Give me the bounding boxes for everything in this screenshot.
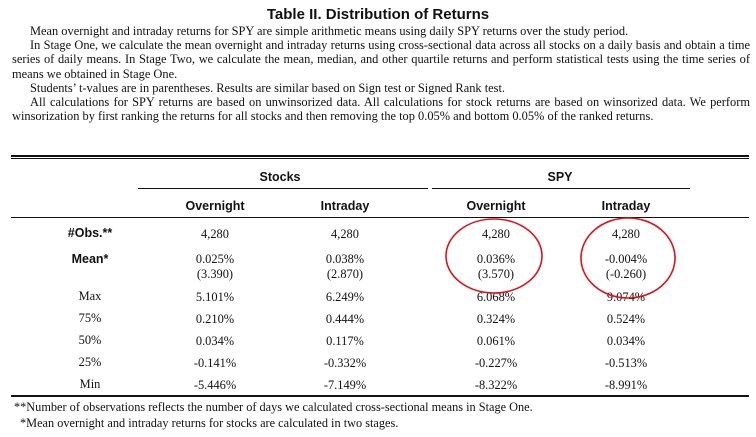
table-cell: 0.038% <box>325 252 365 266</box>
bottom-rule <box>11 395 749 397</box>
row-label: #Obs.** <box>67 226 113 240</box>
table-cell: 9.074% <box>606 290 646 304</box>
table-cell: -0.513% <box>604 356 648 370</box>
table-cell: 0.210% <box>195 312 235 326</box>
group-header-stocks: Stocks <box>259 170 301 184</box>
row-label: Max <box>78 289 102 303</box>
t-value-cell: (3.570) <box>477 267 515 281</box>
table-cell: 0.444% <box>325 312 365 326</box>
description-paragraph: Mean overnight and intraday returns for … <box>30 24 629 38</box>
table-cell: 0.324% <box>476 312 516 326</box>
table-cell: 4,280 <box>331 227 359 241</box>
table-title: Table II. Distribution of Returns <box>266 6 490 23</box>
t-value-cell: (2.870) <box>326 267 364 281</box>
group-header-spy: SPY <box>547 170 573 184</box>
table-cell: -0.141% <box>193 356 237 370</box>
table-cell: 5.101% <box>195 290 235 304</box>
t-value-cell: (-0.260) <box>605 267 647 281</box>
table-cell: -0.004% <box>604 252 648 266</box>
table-cell: 0.117% <box>326 334 364 348</box>
description-paragraph: All calculations for SPY returns are bas… <box>12 95 750 124</box>
table-cell: 4,280 <box>612 227 640 241</box>
table-cell: 4,280 <box>482 227 510 241</box>
header-rule <box>11 217 749 218</box>
column-header: Intraday <box>320 199 370 213</box>
group-underline-stocks <box>138 188 428 189</box>
table-cell: -8.991% <box>604 378 648 392</box>
table-cell: 0.524% <box>606 312 646 326</box>
t-value-cell: (3.390) <box>196 267 234 281</box>
table-cell: -8.322% <box>474 378 518 392</box>
row-label: 25% <box>78 355 102 369</box>
column-header: Overnight <box>466 199 526 213</box>
row-label: 50% <box>78 333 102 347</box>
table-cell: 0.034% <box>195 334 235 348</box>
table-cell: 4,280 <box>201 227 229 241</box>
description-paragraph: Students’ t-values are in parentheses. R… <box>30 80 505 95</box>
column-header: Overnight <box>185 199 245 213</box>
table-cell: -5.446% <box>193 378 237 392</box>
row-label: Mean* <box>71 252 109 266</box>
footnote: *Mean overnight and intraday returns for… <box>20 416 399 430</box>
table-cell: -0.227% <box>474 356 518 370</box>
footnote: **Number of observations reflects the nu… <box>14 400 533 414</box>
column-header: Intraday <box>601 199 651 213</box>
table-cell: 0.025% <box>195 252 235 266</box>
top-rule <box>11 155 749 157</box>
group-underline-spy <box>432 188 690 189</box>
row-label: 75% <box>78 311 102 325</box>
table-cell: -0.332% <box>323 356 367 370</box>
table-cell: 0.061% <box>476 334 516 348</box>
table-cell: 6.249% <box>325 290 365 304</box>
top-rule-thin <box>11 158 749 159</box>
table-cell: 0.036% <box>476 252 516 266</box>
table-cell: -7.149% <box>323 378 367 392</box>
table-cell: 6.068% <box>476 290 516 304</box>
table-cell: 0.034% <box>606 334 646 348</box>
description-paragraph: In Stage One, we calculate the mean over… <box>12 38 750 81</box>
table-description: Mean overnight and intraday returns for … <box>12 24 750 123</box>
row-label: Min <box>79 377 101 391</box>
